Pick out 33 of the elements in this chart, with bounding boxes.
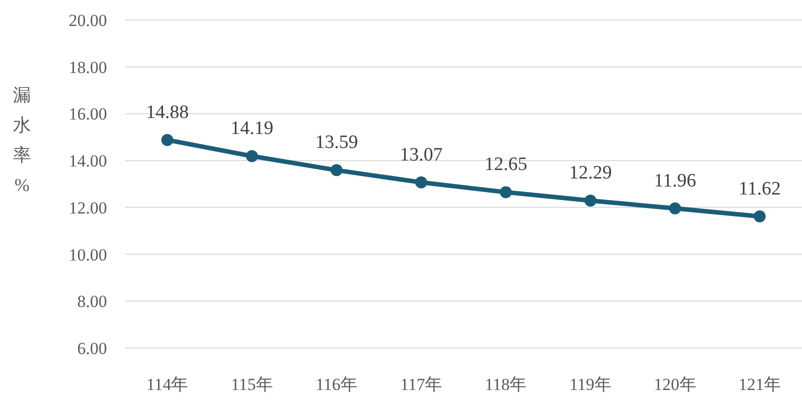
point: [246, 150, 258, 162]
x-tick-label: 114年: [146, 375, 188, 394]
x-tick-label: 115年: [231, 375, 273, 394]
point: [584, 194, 596, 207]
y-tick-label: 10.00: [68, 245, 107, 264]
point: [754, 210, 766, 222]
data-label: 14.88: [146, 102, 189, 123]
y-tick-label: 14.00: [68, 152, 107, 171]
y-tick-label: 20.00: [68, 11, 107, 30]
y-tick-label: 16.00: [68, 104, 107, 124]
data-label: 12.65: [484, 154, 528, 176]
data-label: 13.59: [315, 132, 358, 154]
y-tick-label: 12.00: [68, 198, 107, 218]
y-tick-label: 18.00: [68, 58, 107, 77]
point: [500, 186, 512, 198]
y-tick-label: 8.00: [77, 292, 107, 312]
x-tick-label: 117年: [400, 375, 442, 394]
data-label: 11.62: [738, 178, 781, 200]
x-tick-label: 120年: [654, 375, 696, 394]
y-axis-title: 漏水率%: [13, 85, 31, 195]
data-label: 12.29: [569, 162, 612, 184]
x-tick-label: 121年: [738, 375, 781, 394]
x-tick-label: 116年: [316, 375, 358, 394]
point: [669, 202, 682, 214]
data-label: 13.07: [400, 144, 443, 166]
data-label: 14.19: [230, 118, 274, 140]
x-tick-label: 119年: [570, 375, 612, 394]
data-label: 11.96: [654, 170, 696, 192]
point: [330, 164, 343, 176]
point: [161, 134, 174, 146]
x-tick-label: 118年: [484, 375, 527, 394]
point: [415, 176, 428, 188]
y-tick-label: 6.00: [77, 339, 107, 358]
